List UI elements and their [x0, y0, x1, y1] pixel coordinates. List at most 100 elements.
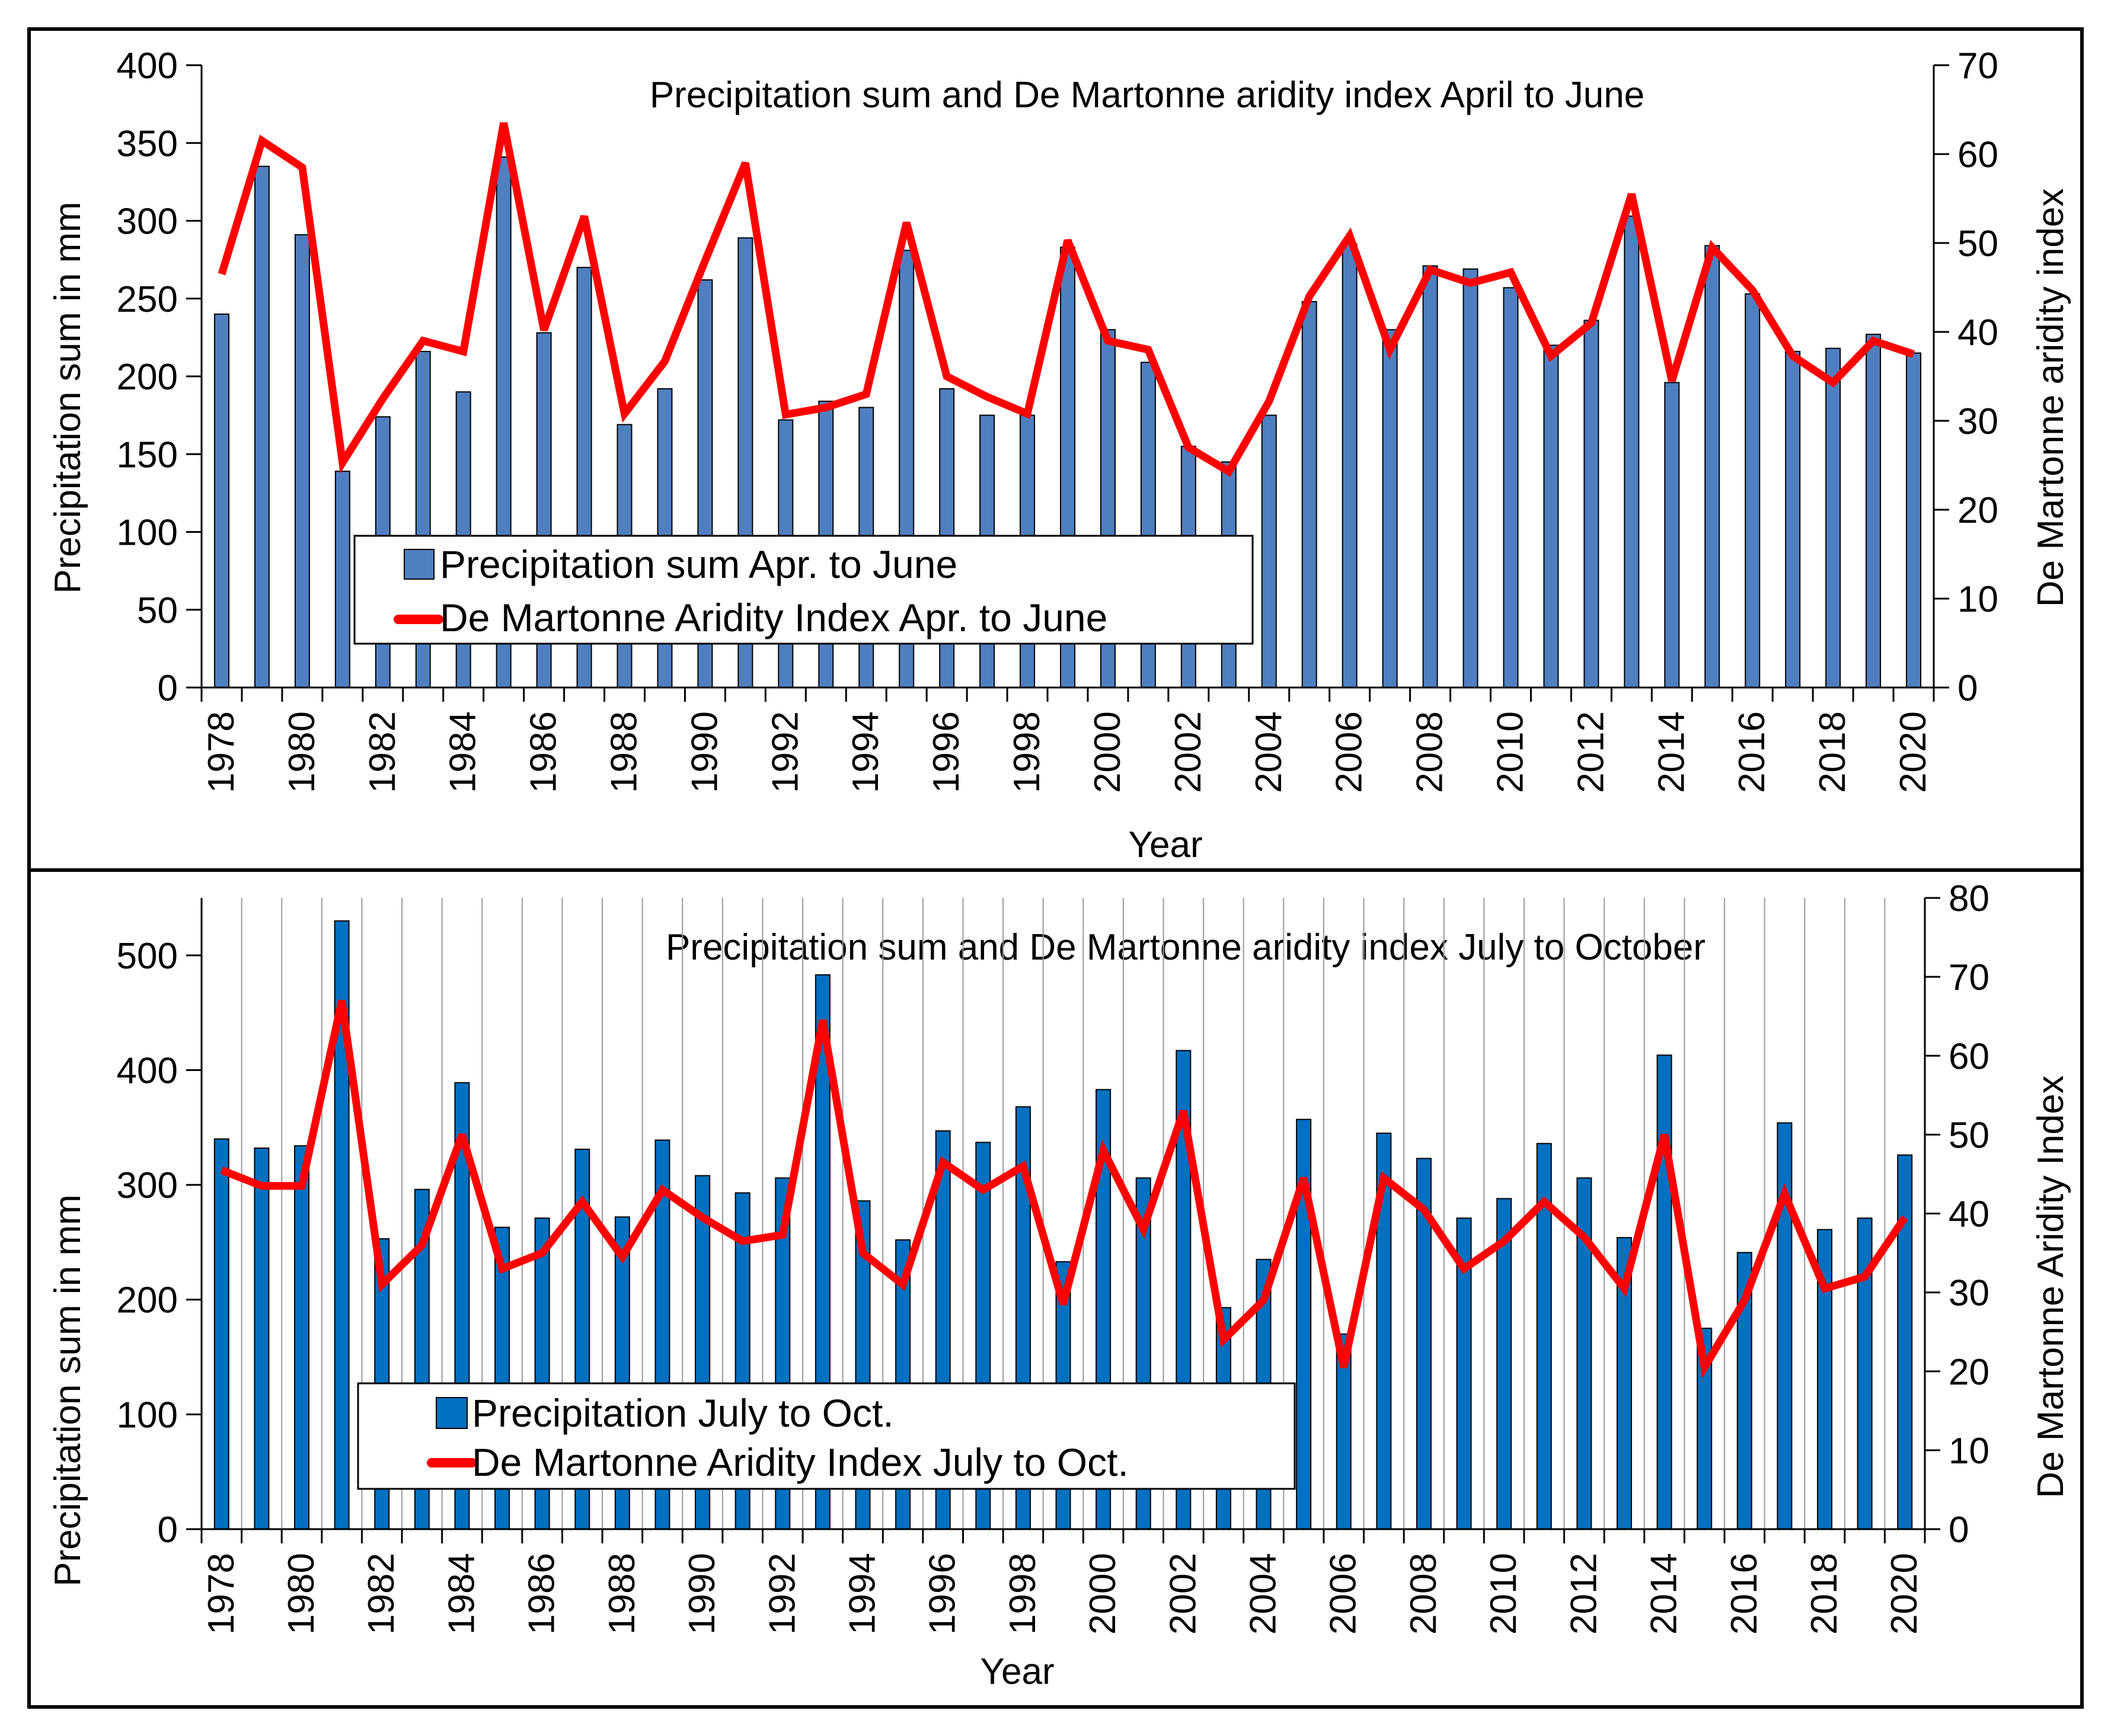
x-tick-label: 2002 — [1168, 711, 1209, 793]
precipitation-bar — [254, 165, 270, 688]
y-left-tick-label: 350 — [117, 123, 178, 164]
x-tick-label: 1994 — [845, 711, 886, 793]
x-tick-label: 2010 — [1483, 1553, 1524, 1635]
y-right-tick-label: 80 — [1949, 878, 1989, 919]
y-right-tick-label: 10 — [1957, 579, 1998, 620]
x-tick-label: 1986 — [522, 1553, 563, 1635]
plot-area: 0 50 100 150 200 250 300 350 400 0 10 20 30 40 50 60 70 1… — [117, 46, 1998, 793]
x-tick-label: 2012 — [1570, 711, 1611, 793]
precipitation-bar — [254, 1147, 270, 1530]
y-right-tick-label: 20 — [1949, 1352, 1989, 1393]
precipitation-bar — [1777, 1122, 1793, 1530]
y-right-tick-label: 60 — [1957, 135, 1998, 175]
x-tick-label: 1998 — [1002, 1553, 1043, 1635]
y-left-tick-label: 200 — [117, 357, 178, 398]
y-right-tick-label: 70 — [1949, 957, 1989, 998]
legend-bar-swatch — [404, 549, 435, 580]
precipitation-bar — [1382, 329, 1398, 688]
x-tick-label: 2006 — [1323, 1553, 1364, 1635]
y-left-tick-label: 200 — [117, 1280, 178, 1321]
y-left-tick-label: 100 — [117, 1395, 178, 1436]
x-tick-label: 1998 — [1007, 711, 1047, 793]
y-left-tick-label: 400 — [117, 46, 178, 87]
x-tick-label: 2002 — [1163, 1553, 1203, 1635]
precipitation-bar — [1897, 1154, 1913, 1530]
y-right-tick-label: 70 — [1957, 46, 1998, 87]
y-right-tick-label: 40 — [1949, 1194, 1989, 1235]
y-left-tick-label: 500 — [117, 936, 178, 977]
y-right-tick-label: 50 — [1957, 223, 1998, 264]
precipitation-bar — [1496, 1198, 1512, 1530]
precipitation-bar — [294, 234, 310, 688]
y-right-tick-label: 60 — [1949, 1036, 1989, 1077]
precipitation-bar — [1656, 1054, 1672, 1530]
chart-legend: Precipitation sum Apr. to June De Marton… — [353, 535, 1254, 645]
x-tick-label: 1988 — [604, 711, 645, 793]
y-right-tick-label: 40 — [1957, 312, 1998, 353]
x-tick-label: 2016 — [1732, 711, 1773, 793]
y-axis-left-label: Precipitation sum in mm — [47, 1194, 88, 1587]
chart-april-to-june: Precipitation sum and De Martonne aridit… — [47, 46, 2071, 865]
precipitation-bar — [334, 471, 350, 688]
x-tick-label: 2014 — [1644, 1553, 1685, 1635]
x-tick-label: 2006 — [1329, 711, 1370, 793]
x-tick-label: 2000 — [1082, 1553, 1123, 1635]
y-right-tick-label: 50 — [1949, 1115, 1989, 1156]
precipitation-bar — [1906, 352, 1922, 688]
x-tick-label: 1978 — [201, 1553, 242, 1635]
y-right-tick-label: 20 — [1957, 490, 1998, 531]
x-tick-label: 2014 — [1651, 711, 1692, 793]
y-left-tick-label: 100 — [117, 513, 178, 554]
y-right-tick-label: 10 — [1949, 1431, 1989, 1472]
panel-divider — [27, 868, 2084, 872]
legend-bar-label: Precipitation July to Oct. — [472, 1391, 894, 1435]
y-axis-left-label: Precipitation sum in mm — [47, 202, 88, 594]
x-tick-label: 1980 — [282, 711, 322, 793]
y-right-tick-label: 0 — [1949, 1510, 1969, 1550]
chart-title: Precipitation sum and De Martonne aridit… — [666, 927, 1706, 968]
legend-bar-label: Precipitation sum Apr. to June — [440, 542, 957, 586]
legend-bar-swatch — [436, 1397, 468, 1429]
x-tick-label: 1994 — [842, 1553, 883, 1635]
x-tick-label: 2004 — [1248, 711, 1289, 793]
x-tick-label: 2008 — [1410, 711, 1451, 793]
precipitation-bar — [1624, 215, 1640, 688]
x-tick-label: 1990 — [682, 1553, 723, 1635]
x-tick-label: 2018 — [1804, 1553, 1845, 1635]
x-tick-label: 1984 — [441, 1553, 482, 1635]
x-tick-label: 2000 — [1087, 711, 1128, 793]
x-tick-label: 1996 — [922, 1553, 963, 1635]
precipitation-bar — [213, 1138, 229, 1530]
legend-box — [357, 1382, 1296, 1490]
chart-legend: Precipitation July to Oct. De Martonne A… — [357, 1382, 1296, 1490]
x-tick-label: 1982 — [361, 1553, 402, 1635]
legend-line-label: De Martonne Aridity Index July to Oct. — [472, 1440, 1129, 1484]
x-tick-label: 1982 — [362, 711, 403, 793]
x-tick-label: 2018 — [1812, 711, 1853, 793]
chart-title: Precipitation sum and De Martonne aridit… — [650, 75, 1644, 116]
x-tick-label: 2020 — [1884, 1553, 1925, 1635]
x-tick-label: 2016 — [1724, 1553, 1765, 1635]
x-tick-label: 1996 — [926, 711, 967, 793]
x-tick-label: 1992 — [762, 1553, 803, 1635]
precipitation-bar — [1301, 301, 1317, 688]
aridity-index-line — [218, 122, 1915, 477]
x-tick-label: 1984 — [443, 711, 484, 793]
y-axis-right-label: De Martonne aridity index — [2030, 188, 2071, 607]
aridity-index-line — [220, 999, 1908, 1379]
y-axis-right-label: De Martonne Aridity Index — [2030, 1075, 2071, 1498]
y-left-tick-label: 400 — [117, 1050, 178, 1091]
x-tick-label: 1980 — [281, 1553, 322, 1635]
legend-box — [353, 535, 1254, 645]
x-tick-label: 2004 — [1243, 1553, 1284, 1635]
x-tick-label: 1986 — [523, 711, 564, 793]
plot-area: 0 100 200 300 400 500 0 10 20 30 40 50 60 70 80 1978 198… — [117, 878, 1989, 1635]
x-tick-label: 1990 — [684, 711, 725, 793]
precipitation-bar — [1664, 382, 1680, 688]
y-left-tick-label: 300 — [117, 1165, 178, 1206]
x-tick-label: 1992 — [765, 711, 806, 793]
x-tick-label: 2012 — [1563, 1553, 1604, 1635]
y-left-tick-label: 150 — [117, 434, 178, 475]
precipitation-bar — [1785, 351, 1801, 688]
precipitation-bar — [213, 314, 229, 688]
